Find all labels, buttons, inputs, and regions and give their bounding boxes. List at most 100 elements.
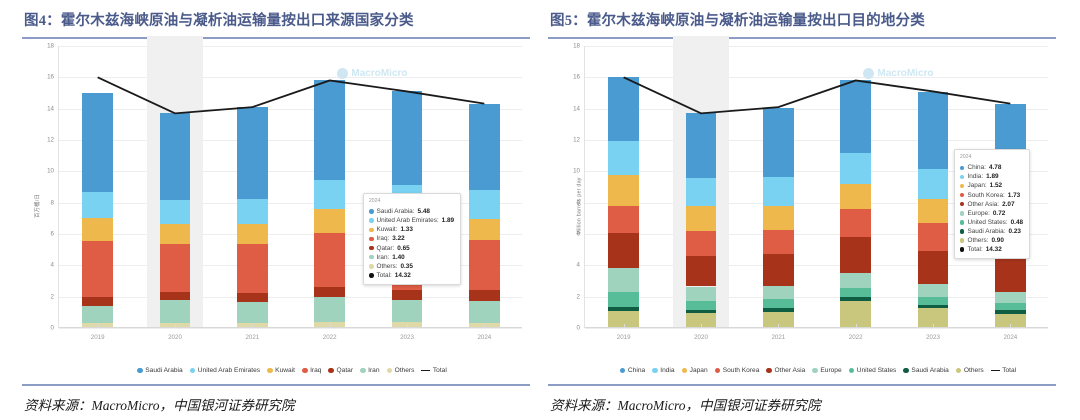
bar-segment-qatar[interactable] bbox=[314, 286, 346, 298]
bar-segment-iraq[interactable] bbox=[468, 239, 500, 291]
bar-segment-other-asia[interactable] bbox=[685, 255, 717, 287]
bar-segment-qatar[interactable] bbox=[391, 289, 423, 300]
bar-segment-saudi-arabia[interactable] bbox=[159, 113, 191, 200]
bar-segment-other-asia[interactable] bbox=[917, 250, 949, 285]
bar-segment-qatar[interactable] bbox=[82, 296, 114, 306]
bar-2023[interactable] bbox=[917, 91, 949, 328]
bar-segment-south-korea[interactable] bbox=[685, 230, 717, 256]
bar-segment-others[interactable] bbox=[468, 322, 500, 328]
legend-item-india[interactable]: India bbox=[652, 367, 675, 374]
bar-segment-united-states[interactable] bbox=[608, 291, 640, 307]
bar-segment-kuwait[interactable] bbox=[82, 217, 114, 242]
legend-item-japan[interactable]: Japan bbox=[681, 367, 708, 374]
bar-segment-south-korea[interactable] bbox=[840, 208, 872, 238]
bar-segment-china[interactable] bbox=[608, 77, 640, 141]
bar-segment-south-korea[interactable] bbox=[917, 223, 949, 251]
bar-segment-united-states[interactable] bbox=[994, 302, 1026, 311]
bar-segment-south-korea[interactable] bbox=[608, 205, 640, 234]
bar-segment-iraq[interactable] bbox=[236, 244, 268, 293]
bar-segment-japan[interactable] bbox=[608, 175, 640, 206]
bar-segment-united-arab-emirates[interactable] bbox=[159, 199, 191, 225]
bar-segment-saudi-arabia[interactable] bbox=[994, 310, 1026, 314]
bar-segment-india[interactable] bbox=[762, 176, 794, 206]
bar-segment-saudi-arabia[interactable] bbox=[685, 310, 717, 314]
legend-item-total[interactable]: Total bbox=[421, 367, 447, 374]
bar-segment-europe[interactable] bbox=[994, 291, 1026, 303]
bar-2021[interactable] bbox=[236, 107, 268, 328]
bar-2019[interactable] bbox=[608, 77, 640, 328]
bar-segment-kuwait[interactable] bbox=[314, 208, 346, 233]
bar-segment-saudi-arabia[interactable] bbox=[608, 306, 640, 311]
bar-segment-others[interactable] bbox=[685, 313, 717, 328]
legend-item-europe[interactable]: Europe bbox=[812, 367, 842, 374]
legend-item-iran[interactable]: Iran bbox=[360, 367, 380, 374]
legend-item-china[interactable]: China bbox=[619, 367, 645, 374]
bar-2020[interactable] bbox=[685, 113, 717, 328]
bar-segment-united-states[interactable] bbox=[840, 288, 872, 297]
bar-segment-iran[interactable] bbox=[236, 302, 268, 324]
bar-segment-iraq[interactable] bbox=[314, 232, 346, 287]
legend-item-iraq[interactable]: Iraq bbox=[301, 367, 321, 374]
legend-item-united-arab-emirates[interactable]: United Arab Emirates bbox=[189, 367, 260, 374]
bar-segment-india[interactable] bbox=[840, 152, 872, 184]
bar-2021[interactable] bbox=[762, 108, 794, 328]
bar-segment-india[interactable] bbox=[685, 177, 717, 206]
bar-2022[interactable] bbox=[840, 80, 872, 328]
bar-segment-qatar[interactable] bbox=[236, 292, 268, 303]
bar-segment-china[interactable] bbox=[762, 108, 794, 177]
bar-segment-other-asia[interactable] bbox=[762, 254, 794, 287]
bar-segment-japan[interactable] bbox=[762, 205, 794, 230]
bar-segment-qatar[interactable] bbox=[159, 291, 191, 301]
bar-segment-kuwait[interactable] bbox=[159, 224, 191, 244]
bar-segment-iran[interactable] bbox=[82, 305, 114, 323]
legend-item-other-asia[interactable]: Other Asia bbox=[766, 367, 805, 374]
bar-segment-europe[interactable] bbox=[840, 273, 872, 289]
bar-segment-others[interactable] bbox=[236, 323, 268, 328]
bar-segment-other-asia[interactable] bbox=[994, 259, 1026, 292]
legend-item-saudi-arabia[interactable]: Saudi Arabia bbox=[137, 367, 183, 374]
bar-segment-iran[interactable] bbox=[468, 300, 500, 323]
legend-item-saudi-arabia[interactable]: Saudi Arabia bbox=[903, 367, 949, 374]
bar-segment-iraq[interactable] bbox=[82, 241, 114, 297]
bar-2022[interactable] bbox=[314, 80, 346, 328]
bar-2019[interactable] bbox=[82, 93, 114, 328]
bar-segment-india[interactable] bbox=[917, 168, 949, 200]
legend-item-others[interactable]: Others bbox=[955, 367, 984, 374]
legend-item-united-states[interactable]: United States bbox=[848, 367, 896, 374]
bar-segment-others[interactable] bbox=[994, 313, 1026, 328]
bar-segment-other-asia[interactable] bbox=[840, 237, 872, 274]
bar-segment-iran[interactable] bbox=[159, 300, 191, 323]
bar-segment-saudi-arabia[interactable] bbox=[236, 107, 268, 199]
bar-segment-india[interactable] bbox=[608, 140, 640, 176]
bar-segment-others[interactable] bbox=[840, 300, 872, 328]
bar-segment-united-arab-emirates[interactable] bbox=[468, 189, 500, 220]
bar-2024[interactable] bbox=[468, 103, 500, 328]
bar-segment-united-arab-emirates[interactable] bbox=[82, 191, 114, 218]
bar-segment-europe[interactable] bbox=[685, 286, 717, 302]
bar-segment-united-arab-emirates[interactable] bbox=[236, 198, 268, 224]
bar-segment-saudi-arabia[interactable] bbox=[314, 80, 346, 180]
bar-segment-saudi-arabia[interactable] bbox=[840, 296, 872, 301]
bar-segment-china[interactable] bbox=[840, 80, 872, 153]
bar-segment-europe[interactable] bbox=[608, 267, 640, 292]
bar-segment-saudi-arabia[interactable] bbox=[391, 91, 423, 185]
data-tooltip[interactable]: 2024 Saudi Arabia: 5.48 United Arab Emirate… bbox=[362, 193, 462, 285]
legend-item-others[interactable]: Others bbox=[386, 367, 414, 374]
bar-segment-other-asia[interactable] bbox=[608, 233, 640, 268]
bar-segment-others[interactable] bbox=[82, 323, 114, 328]
bar-segment-kuwait[interactable] bbox=[468, 219, 500, 240]
bar-segment-japan[interactable] bbox=[917, 199, 949, 224]
bar-segment-europe[interactable] bbox=[917, 284, 949, 297]
bar-segment-europe[interactable] bbox=[762, 286, 794, 299]
bar-segment-kuwait[interactable] bbox=[236, 223, 268, 245]
legend-item-qatar[interactable]: Qatar bbox=[328, 367, 353, 374]
bar-segment-others[interactable] bbox=[314, 322, 346, 328]
legend-item-south-korea[interactable]: South Korea bbox=[714, 367, 759, 374]
bar-segment-saudi-arabia[interactable] bbox=[762, 308, 794, 312]
bar-segment-united-states[interactable] bbox=[685, 301, 717, 310]
bar-segment-united-states[interactable] bbox=[917, 297, 949, 305]
bar-segment-saudi-arabia[interactable] bbox=[468, 103, 500, 190]
bar-segment-japan[interactable] bbox=[840, 183, 872, 209]
bar-segment-others[interactable] bbox=[391, 321, 423, 328]
legend-item-kuwait[interactable]: Kuwait bbox=[267, 367, 295, 374]
